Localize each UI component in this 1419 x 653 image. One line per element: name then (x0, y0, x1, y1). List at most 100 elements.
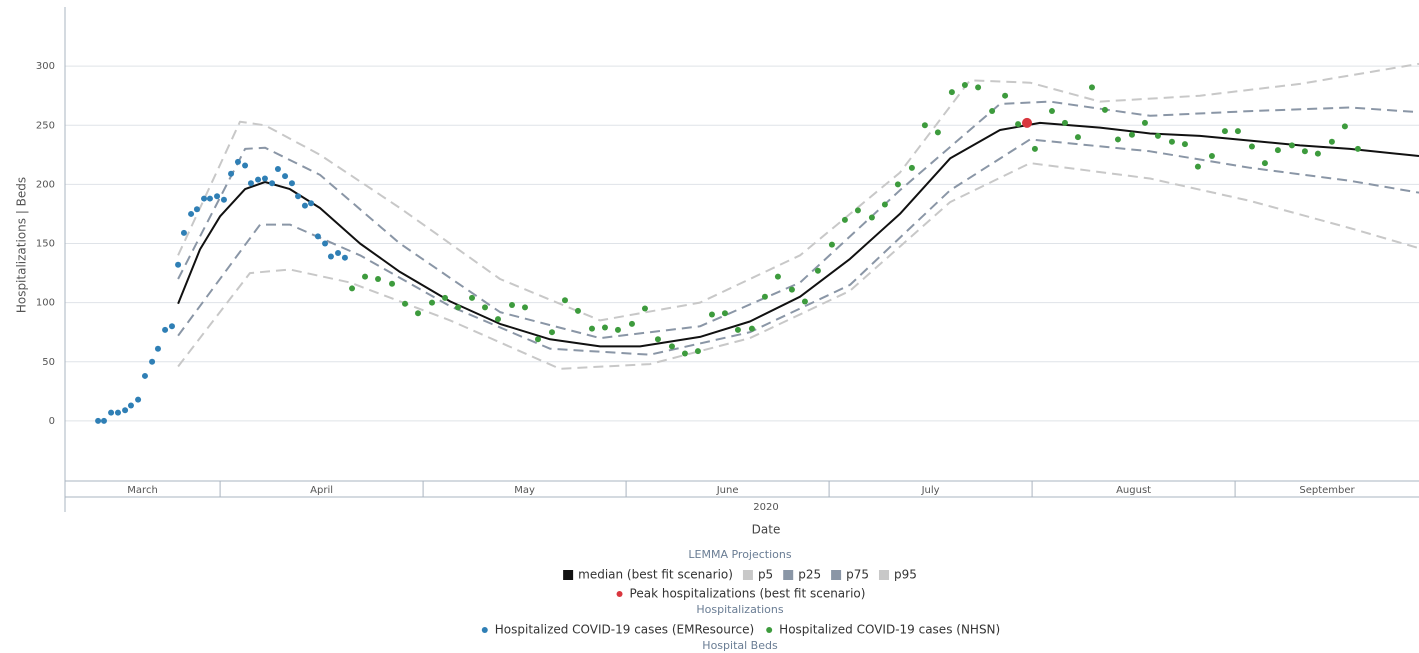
point (1088, 84, 1095, 91)
legend-swatch (783, 570, 794, 580)
point (220, 196, 227, 203)
point (114, 409, 121, 416)
point (509, 301, 516, 308)
legend-item: p75 (831, 568, 869, 582)
point (708, 311, 715, 318)
point (1048, 108, 1055, 115)
point (828, 241, 835, 248)
point (1248, 143, 1255, 150)
point (1194, 163, 1201, 170)
point (1234, 128, 1241, 135)
point (228, 170, 235, 177)
point (188, 210, 195, 217)
point (162, 326, 169, 333)
point (1031, 145, 1038, 152)
month-label: May (514, 485, 535, 496)
legend-label: Hospitalized COVID-19 cases (NHSN) (779, 623, 1000, 637)
y-axis-label: Hospitalizations | Beds (15, 177, 29, 313)
point (654, 336, 661, 343)
legend-swatch (481, 627, 488, 633)
point (314, 233, 321, 240)
point (868, 214, 875, 221)
point (301, 202, 308, 209)
point (801, 298, 808, 305)
x-axis-label: Date (752, 523, 781, 537)
legend-label: p95 (894, 568, 917, 582)
point (989, 108, 996, 115)
point (201, 195, 208, 202)
point (149, 358, 156, 365)
legend-swatch (878, 570, 889, 580)
point (574, 307, 581, 314)
point (349, 285, 356, 292)
point (1221, 128, 1228, 135)
point (881, 201, 888, 208)
point (135, 396, 142, 403)
point (255, 176, 262, 183)
series-line (177, 62, 1419, 322)
y-tick-label: 50 (42, 357, 55, 368)
series-line (177, 121, 1419, 348)
point (180, 229, 187, 236)
point (948, 89, 955, 96)
point (1314, 150, 1321, 157)
point (122, 407, 129, 414)
point (601, 324, 608, 331)
point (854, 207, 861, 214)
legend-group-title: Hospitalizations (696, 603, 784, 616)
legend-label: p5 (758, 568, 773, 582)
point (1074, 134, 1081, 141)
point (1301, 148, 1308, 155)
point (1154, 132, 1161, 139)
point (1274, 147, 1281, 154)
y-tick-label: 200 (36, 179, 55, 190)
point (1015, 121, 1022, 128)
point (234, 158, 241, 165)
month-label: April (310, 485, 333, 496)
point (668, 343, 675, 350)
month-label: July (921, 485, 940, 496)
point (127, 402, 134, 409)
point (628, 320, 635, 327)
legend-swatch (742, 570, 753, 580)
legend-swatch (766, 627, 773, 633)
point (1128, 131, 1135, 138)
point (402, 300, 409, 307)
legend-item: p5 (742, 568, 773, 582)
point (1101, 106, 1108, 113)
point (415, 310, 422, 317)
point (1288, 142, 1295, 149)
point (1114, 136, 1121, 143)
legend-row: Hospitalized COVID-19 cases (EMResource)… (481, 623, 1000, 637)
series-line (177, 162, 1419, 370)
point (1002, 92, 1009, 99)
point (95, 417, 102, 424)
y-tick-label: 300 (36, 61, 55, 72)
point (1181, 141, 1188, 148)
month-label: August (1116, 485, 1151, 496)
point (442, 294, 449, 301)
point (534, 336, 541, 343)
legend-item: p25 (783, 568, 821, 582)
point (788, 286, 795, 293)
month-label: September (1299, 485, 1355, 496)
y-tick-label: 150 (36, 239, 55, 250)
legend-item: p95 (878, 568, 917, 582)
legend-group-title: LEMMA Projections (688, 548, 791, 561)
point (469, 294, 476, 301)
point (261, 175, 268, 182)
point (242, 162, 249, 169)
legend-label: p75 (846, 568, 869, 582)
point (1328, 138, 1335, 145)
point (327, 253, 334, 260)
month-label: March (127, 485, 157, 496)
point (322, 240, 329, 247)
legend-label: median (best fit scenario) (578, 568, 733, 582)
legend-item: Hospitalized COVID-19 cases (EMResource) (481, 623, 754, 637)
point (274, 166, 281, 173)
point (168, 323, 175, 330)
point (975, 84, 982, 91)
series-line (177, 100, 1419, 340)
point (521, 304, 528, 311)
